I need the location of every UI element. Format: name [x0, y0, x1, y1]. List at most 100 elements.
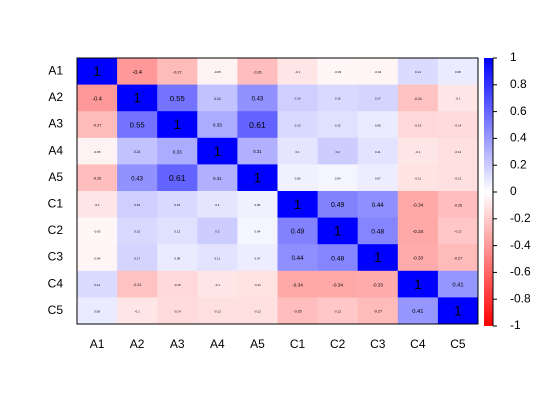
cell	[397, 297, 439, 325]
cell-label: -0.27	[454, 257, 463, 261]
cell-label: 0.2	[336, 150, 341, 154]
x-tick-label: A3	[170, 337, 185, 351]
cell	[277, 191, 319, 219]
cell-label: 0.61	[169, 173, 186, 183]
cell	[157, 84, 198, 112]
cell-label: 0.08	[455, 70, 461, 74]
y-tick-label: A5	[48, 170, 63, 184]
cell-label: 0.15	[134, 230, 140, 234]
cell-label: 0.41	[412, 309, 423, 315]
cell-label: 0.49	[331, 202, 345, 209]
cell	[357, 137, 399, 165]
cell	[317, 191, 359, 219]
cell-label: -0.12	[254, 309, 261, 313]
cell	[357, 244, 399, 272]
cell	[197, 137, 238, 165]
cell-label: 0.17	[134, 256, 140, 260]
cell-label: -0.1	[455, 97, 461, 101]
y-tick-label: A1	[48, 63, 63, 77]
y-tick-label: C2	[48, 223, 64, 237]
cell-label: 0.15	[335, 97, 341, 101]
cell	[317, 297, 359, 325]
cell-label: 0.31	[253, 149, 262, 154]
cell-label: -0.03	[94, 230, 101, 234]
cell-label: 0.48	[371, 229, 384, 236]
colorbar-tick-label: 0	[510, 184, 517, 198]
cell	[197, 191, 238, 219]
cell-label: 0.14	[415, 70, 421, 74]
y-tick-label: A3	[48, 117, 63, 131]
cell	[317, 58, 359, 86]
cell	[157, 164, 198, 192]
cell	[277, 84, 319, 112]
cell	[237, 217, 278, 245]
cell-label: -0.11	[415, 176, 422, 180]
cell-label: 1	[173, 116, 181, 132]
cell	[317, 217, 359, 245]
colorbar-tick-label: 0.8	[510, 77, 527, 91]
cell	[237, 58, 278, 86]
cell-label: -0.34	[332, 282, 343, 288]
cell-label: 0.08	[94, 309, 100, 313]
y-tick-label: C3	[48, 250, 64, 264]
cell-label: -0.27	[173, 70, 182, 74]
cell-label: -0.33	[372, 282, 383, 287]
cell-label: -0.12	[214, 309, 221, 313]
colorbar-tick-label: -0.2	[510, 211, 531, 225]
colorbar-tick-label: 0.6	[510, 104, 527, 118]
cell	[357, 191, 399, 219]
cell	[117, 191, 158, 219]
cell-label: 0.12	[335, 123, 341, 127]
cell-label: 0.17	[375, 97, 381, 101]
cell	[117, 111, 158, 139]
cell-label: 0.44	[372, 202, 385, 209]
cell-label: -0.15	[414, 123, 421, 127]
cell-label: 0.19	[295, 97, 301, 101]
cell	[77, 297, 118, 325]
cell	[157, 297, 198, 325]
cell	[117, 58, 158, 86]
cell	[157, 191, 198, 219]
cell-label: 1	[133, 90, 141, 106]
cell-label: 0.07	[375, 176, 381, 180]
cell-label: 0.43	[252, 96, 264, 102]
cell-label: -0.05	[214, 70, 221, 74]
y-tick-label: C5	[48, 303, 64, 317]
cell-label: -0.14	[174, 309, 181, 313]
cell-label: 0.19	[134, 203, 140, 207]
y-tick-label: A2	[48, 90, 63, 104]
cell-label: 0.61	[249, 120, 266, 130]
cell-label: -0.33	[413, 256, 424, 261]
cell-label: 0.11	[215, 256, 221, 260]
cell-label: 1	[254, 169, 262, 185]
cell-label: -0.26	[253, 70, 261, 74]
cell-label: 0.11	[375, 150, 381, 154]
cell	[437, 111, 479, 139]
cell-label: 0.24	[214, 97, 221, 101]
x-tick-label: C2	[330, 337, 346, 351]
cell	[317, 164, 359, 192]
cell	[157, 217, 198, 245]
cell	[357, 217, 399, 245]
cell-label: 0.41	[452, 283, 463, 289]
cell	[437, 217, 479, 245]
cell-label: -0.34	[412, 203, 423, 209]
cell	[117, 270, 158, 298]
cell	[437, 297, 479, 325]
cell	[437, 84, 479, 112]
cell-label: 0.08	[375, 123, 381, 127]
cell	[317, 244, 359, 272]
cell-label: -0.27	[373, 310, 382, 314]
cell-label: -0.1	[215, 283, 221, 287]
cell	[317, 111, 359, 139]
cell-label: -0.22	[334, 310, 341, 314]
cell	[117, 297, 158, 325]
cell	[397, 270, 439, 298]
cell	[357, 297, 399, 325]
cell-label: -0.12	[455, 150, 462, 154]
cell	[437, 164, 479, 192]
cell-label: 0.33	[213, 123, 222, 128]
cell-label: 0.04	[335, 176, 341, 180]
cell-label: 0.24	[134, 150, 141, 154]
